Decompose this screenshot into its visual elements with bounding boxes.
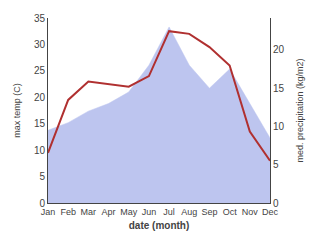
svg-text:Jul: Jul: [163, 207, 175, 217]
svg-text:0: 0: [39, 198, 45, 209]
svg-text:Dec: Dec: [262, 207, 279, 217]
svg-text:15: 15: [34, 118, 46, 129]
svg-text:Apr: Apr: [102, 207, 116, 217]
svg-text:med. precipitation (kg/m2): med. precipitation (kg/m2): [295, 58, 305, 162]
svg-text:max temp (C): max temp (C): [12, 83, 22, 138]
svg-text:25: 25: [34, 65, 46, 76]
svg-text:5: 5: [273, 159, 279, 170]
svg-text:20: 20: [273, 44, 285, 55]
svg-text:Jun: Jun: [142, 207, 157, 217]
svg-text:Oct: Oct: [223, 207, 238, 217]
svg-text:5: 5: [39, 171, 45, 182]
svg-text:Mar: Mar: [81, 207, 97, 217]
svg-text:Feb: Feb: [60, 207, 76, 217]
svg-text:date (month): date (month): [129, 220, 190, 231]
svg-text:30: 30: [34, 39, 46, 50]
svg-text:Sep: Sep: [201, 207, 217, 217]
svg-text:Aug: Aug: [181, 207, 197, 217]
svg-text:15: 15: [273, 83, 285, 94]
svg-text:May: May: [120, 207, 138, 217]
svg-text:Nov: Nov: [242, 207, 259, 217]
svg-text:Jan: Jan: [41, 207, 56, 217]
svg-text:20: 20: [34, 92, 46, 103]
svg-text:0: 0: [273, 198, 279, 209]
svg-text:35: 35: [34, 13, 46, 24]
svg-text:10: 10: [273, 121, 285, 132]
svg-text:10: 10: [34, 145, 46, 156]
